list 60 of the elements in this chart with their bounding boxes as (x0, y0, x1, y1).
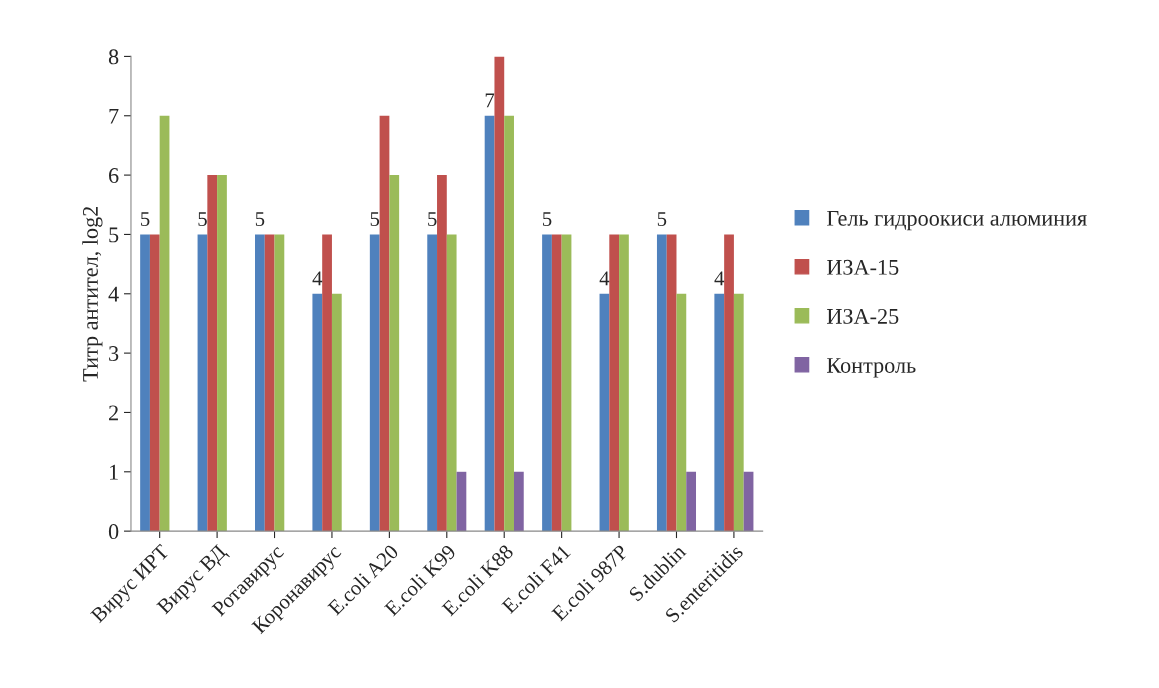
bar (437, 175, 447, 532)
y-tick-label: 2 (109, 405, 118, 421)
bar (264, 234, 275, 532)
y-tick-label: 4 (108, 286, 119, 302)
bar (322, 234, 332, 532)
data-label: 4 (714, 271, 725, 286)
bar (389, 175, 400, 532)
data-label: 5 (370, 212, 380, 227)
legend-label: Гель гидроокиси алюминия (827, 211, 1087, 231)
bar (149, 234, 160, 532)
y-tick-label: 1 (110, 464, 118, 480)
bar (666, 234, 677, 532)
data-label: 5 (428, 212, 437, 227)
bar (656, 234, 667, 532)
bar (599, 293, 610, 532)
bar (609, 234, 620, 532)
bar (733, 293, 744, 532)
bar (369, 234, 380, 532)
y-tick-label: 5 (109, 227, 119, 243)
data-label: 5 (657, 212, 667, 227)
bar (255, 234, 265, 532)
bar (379, 115, 390, 532)
legend-label: ИЗА-15 (827, 259, 899, 275)
y-tick-label: 6 (109, 168, 119, 184)
bar (494, 56, 505, 532)
bar (207, 175, 218, 532)
bar (551, 234, 562, 532)
y-tick-label: 0 (108, 524, 119, 540)
bar (542, 234, 552, 532)
legend-label: ИЗА-25 (827, 308, 899, 324)
y-tick-label: 8 (108, 49, 119, 65)
bar (312, 293, 323, 532)
bar (217, 175, 227, 532)
bar (686, 471, 697, 532)
bar (159, 115, 170, 532)
bar (561, 234, 572, 532)
y-axis-title: Титр антител, log2 (82, 206, 103, 382)
bar (504, 115, 514, 532)
data-label: 7 (485, 93, 495, 108)
bar (724, 234, 734, 532)
y-tick-label: 3 (109, 346, 119, 362)
bar (743, 471, 754, 532)
bar (513, 471, 524, 532)
data-label: 5 (141, 212, 150, 227)
bar (446, 234, 457, 532)
bar (331, 293, 342, 532)
data-label: 5 (255, 212, 265, 227)
bar (484, 115, 495, 532)
bar (197, 234, 208, 532)
bar (456, 471, 467, 532)
bar (619, 234, 629, 532)
bar (274, 234, 285, 532)
bar (140, 234, 150, 532)
bar (676, 293, 687, 532)
data-label: 5 (198, 212, 207, 227)
y-tick-label: 7 (109, 108, 119, 124)
data-label: 5 (543, 212, 552, 227)
bar (427, 234, 438, 532)
legend-label: Контроль (827, 358, 916, 378)
bar (714, 293, 725, 532)
